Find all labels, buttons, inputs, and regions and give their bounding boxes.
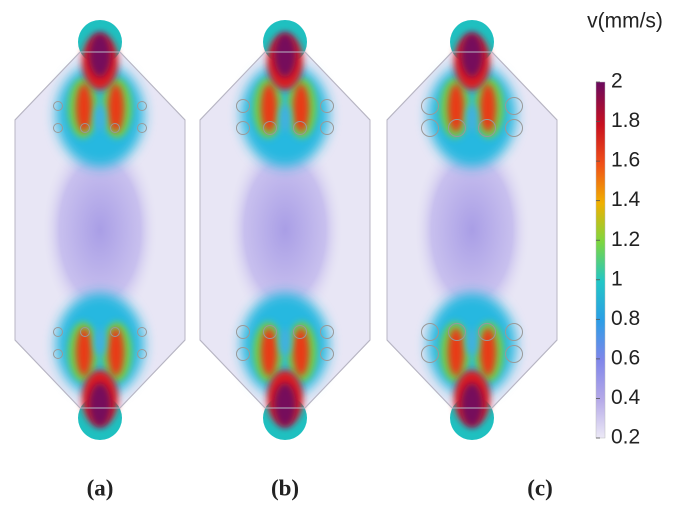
hole (263, 325, 277, 339)
jet-red (76, 84, 92, 132)
hole (320, 347, 334, 361)
simulation-panel: (b) (199, 20, 371, 500)
panel-label: (b) (271, 475, 299, 500)
jet-red (261, 84, 277, 132)
hole (421, 345, 439, 363)
jet-gap (94, 328, 106, 356)
hole (478, 323, 496, 341)
hole (110, 327, 120, 337)
jet-red (293, 328, 309, 376)
jet (421, 293, 523, 440)
tick-label: 0.6 (611, 346, 640, 369)
hole (80, 123, 90, 133)
jet (53, 20, 147, 167)
hole (421, 119, 439, 137)
hole (236, 121, 250, 135)
jet-gap (466, 328, 478, 356)
hole (236, 99, 250, 113)
colorbar-title: v(mm/s) (587, 10, 663, 33)
tick-label: 1.6 (611, 149, 640, 172)
hole (53, 101, 63, 111)
jet-red (108, 328, 124, 376)
jet-red (261, 328, 277, 376)
center-flow (227, 130, 343, 330)
jet-gap (279, 328, 291, 356)
hole (80, 327, 90, 337)
hole (53, 349, 63, 359)
hole (137, 349, 147, 359)
hole (320, 325, 334, 339)
hole (320, 121, 334, 135)
plate-outline (386, 51, 558, 409)
jet-red (480, 84, 496, 132)
jet-red (448, 84, 464, 132)
hole (137, 327, 147, 337)
hole (421, 323, 439, 341)
jet-gap (466, 104, 478, 132)
hole (505, 97, 523, 115)
hole (320, 99, 334, 113)
hole (293, 121, 307, 135)
hole (236, 325, 250, 339)
jet-red (480, 328, 496, 376)
jet-core (89, 383, 111, 427)
colorbar (595, 81, 606, 439)
hole (478, 119, 496, 137)
tick-label: 0.4 (611, 386, 641, 409)
jet-core (89, 33, 111, 77)
simulation-panel: (a) (14, 20, 186, 500)
jet-core (274, 33, 296, 77)
hole (236, 347, 250, 361)
panel-label: (a) (87, 475, 114, 500)
hole (137, 101, 147, 111)
hole (110, 123, 120, 133)
plate-outline (199, 51, 371, 409)
jet-red (76, 328, 92, 376)
tick-label: 1.4 (611, 188, 641, 211)
hole (448, 323, 466, 341)
jet-core (461, 383, 483, 427)
jet-red (293, 84, 309, 132)
jet (236, 20, 334, 167)
jet-core (461, 33, 483, 77)
panel-label: (c) (527, 475, 553, 500)
hole (53, 327, 63, 337)
jet-gap (94, 104, 106, 132)
hole (505, 119, 523, 137)
tick-label: 1.2 (611, 228, 640, 251)
center-flow (42, 130, 158, 330)
jet (53, 293, 147, 440)
colorbar-ticks: 2 1.8 1.6 1.4 1.2 1 0.8 0.6 0.4 0.2 (596, 70, 641, 449)
jet-red (108, 84, 124, 132)
jet (236, 293, 334, 440)
hole (505, 323, 523, 341)
hole (137, 123, 147, 133)
plate-outline (14, 51, 186, 409)
panels: (a) (b) (c) (14, 20, 558, 500)
center-flow (414, 130, 530, 330)
tick-label: 0.2 (611, 426, 640, 449)
simulation-panel: (c) (386, 20, 558, 500)
hole (505, 345, 523, 363)
hole (421, 97, 439, 115)
tick-label: 1.8 (611, 109, 640, 132)
jet (421, 20, 523, 167)
tick-label: 2 (611, 70, 623, 93)
jet-core (274, 383, 296, 427)
jet-gap (279, 104, 291, 132)
jet-red (448, 328, 464, 376)
tick-label: 1 (611, 267, 623, 290)
hole (293, 325, 307, 339)
hole (448, 119, 466, 137)
hole (263, 121, 277, 135)
hole (53, 123, 63, 133)
tick-label: 0.8 (611, 307, 640, 330)
